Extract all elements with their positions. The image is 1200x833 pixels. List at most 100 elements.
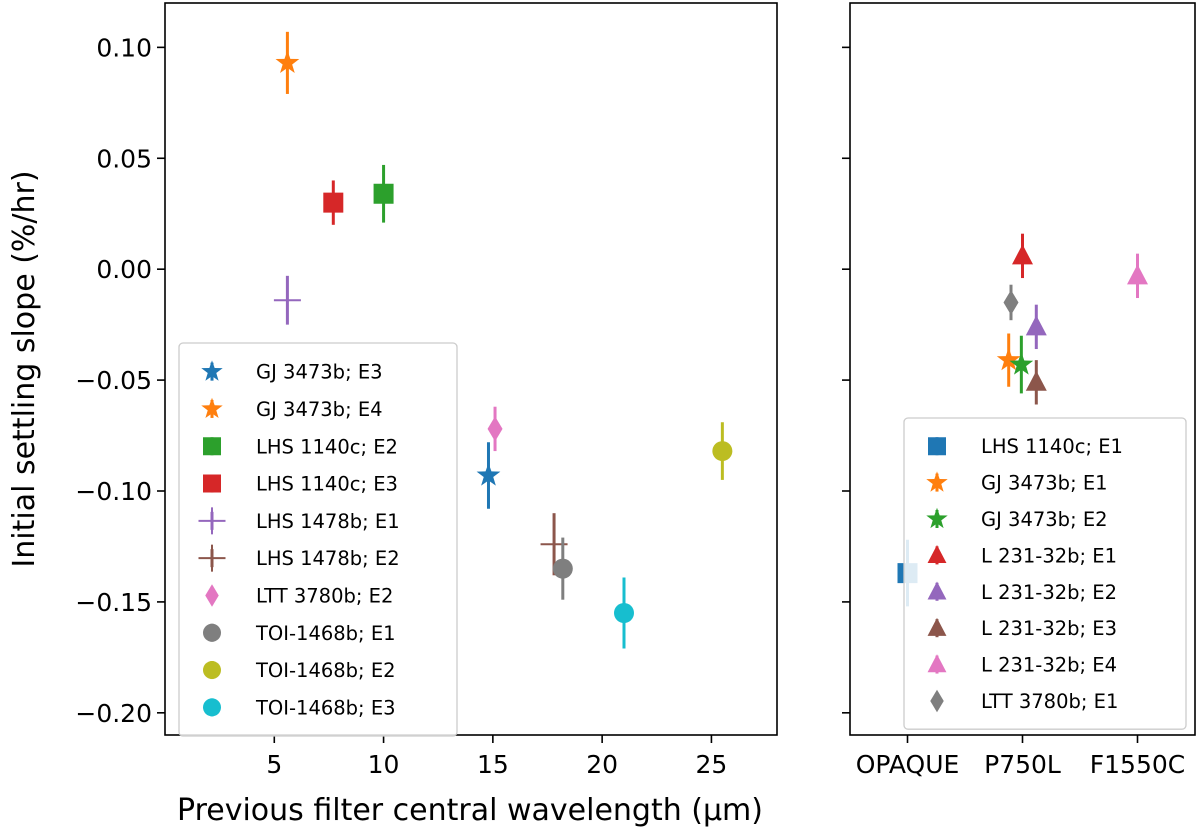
point-lhs-1478b-e1 bbox=[273, 275, 301, 325]
legend-marker-plus bbox=[198, 544, 226, 572]
point-lhs-1140c-e3 bbox=[323, 180, 344, 225]
marker-diamond bbox=[1003, 289, 1019, 315]
marker-square bbox=[323, 192, 344, 213]
x-tick-label: 5 bbox=[266, 750, 282, 779]
x-tick-label: 25 bbox=[696, 750, 728, 779]
legend-label: LHS 1140c; E1 bbox=[981, 435, 1123, 458]
legend-marker-star bbox=[926, 471, 948, 492]
marker-star bbox=[1009, 352, 1034, 375]
legend-label: LHS 1478b; E1 bbox=[256, 510, 400, 533]
legend-item-toi-1468b-e3: TOI-1468b; E3 bbox=[203, 696, 396, 719]
point-gj-3473b-e3 bbox=[476, 442, 501, 509]
marker-triangle bbox=[1025, 370, 1047, 391]
legend-item-toi-1468b-e2: TOI-1468b; E2 bbox=[203, 659, 396, 682]
marker-triangle bbox=[1127, 264, 1148, 285]
legend-item-gj-3473b-e2: GJ 3473b; E2 bbox=[926, 507, 1108, 531]
point-toi-1468b-e3 bbox=[614, 577, 634, 649]
marker-star bbox=[476, 462, 501, 486]
x-category-label-opaque: OPAQUE bbox=[856, 750, 960, 779]
legend-marker-star bbox=[201, 397, 223, 419]
marker-triangle bbox=[1025, 315, 1047, 336]
legend-item-l-231-32b-e4: L 231-32b; E4 bbox=[927, 654, 1117, 677]
x-tick-label: 10 bbox=[368, 750, 400, 779]
legend-item-gj-3473b-e3: GJ 3473b; E3 bbox=[201, 360, 383, 384]
y-tick-label: 0.00 bbox=[96, 255, 152, 284]
x-tick-label: 15 bbox=[477, 750, 509, 779]
marker-circle bbox=[552, 558, 573, 579]
point-l-231-32b-e4 bbox=[1127, 253, 1148, 299]
point-gj-3473b-e4 bbox=[275, 31, 300, 94]
x-category-label-p750l: P750L bbox=[984, 750, 1061, 779]
legend-marker-square bbox=[203, 437, 221, 456]
y-tick-label: 0.05 bbox=[96, 144, 152, 173]
legend-item-l-231-32b-e2: L 231-32b; E2 bbox=[927, 581, 1117, 604]
legend-marker-star bbox=[201, 360, 223, 381]
point-ltt-3780b-e2 bbox=[487, 406, 503, 452]
point-toi-1468b-e2 bbox=[712, 422, 733, 480]
legend-label: GJ 3473b; E3 bbox=[256, 361, 383, 384]
legend-label: TOI-1468b; E2 bbox=[255, 659, 396, 682]
legend-item-l-231-32b-e1: L 231-32b; E1 bbox=[927, 544, 1117, 567]
left-legend: GJ 3473b; E3 GJ 3473b; E4 LHS 1140c; E2 LHS… bbox=[178, 342, 458, 737]
legend-item-ltt-3780b-e1: LTT 3780b; E1 bbox=[930, 689, 1118, 713]
left-axes: 0.10 0.05 0.00 −0.05 −0.10 −0.15 −0.20 5 10 15 20 2… bbox=[75, 33, 727, 779]
legend-marker-circle bbox=[203, 623, 221, 642]
left-plot-frame bbox=[164, 2, 778, 736]
legend-label: L 231-32b; E3 bbox=[981, 617, 1117, 640]
y-tick-label: −0.20 bbox=[75, 699, 152, 728]
legend-frame bbox=[903, 417, 1187, 730]
legend-label: GJ 3473b; E4 bbox=[256, 398, 383, 421]
marker-diamond bbox=[487, 416, 503, 442]
legend-label: LTT 3780b; E2 bbox=[256, 584, 393, 607]
legend-marker-diamond bbox=[205, 584, 219, 607]
legend-marker-square bbox=[928, 437, 946, 456]
marker-star bbox=[996, 347, 1021, 371]
right-panel: OPAQUE P750L F1550C LHS 1140c; E1 GJ 3473b;… bbox=[842, 2, 1196, 779]
point-l-231-32b-e2 bbox=[1025, 304, 1047, 350]
legend-marker-triangle bbox=[927, 654, 947, 673]
point-l-231-32b-e3 bbox=[1025, 360, 1047, 405]
legend-item-lhs-1478b-e2: LHS 1478b; E2 bbox=[198, 544, 400, 572]
legend-label: LHS 1478b; E2 bbox=[256, 547, 400, 570]
legend-item-gj-3473b-e4: GJ 3473b; E4 bbox=[201, 397, 383, 421]
point-lhs-1140c-e2 bbox=[373, 164, 394, 223]
left-panel: 0.10 0.05 0.00 −0.05 −0.10 −0.15 −0.20 5 10 15 20 2… bbox=[75, 2, 778, 779]
legend-label: TOI-1468b; E3 bbox=[255, 696, 396, 719]
legend-label: GJ 3473b; E1 bbox=[981, 472, 1108, 495]
legend-label: LHS 1140c; E2 bbox=[256, 435, 398, 458]
marker-star bbox=[275, 50, 300, 74]
x-axis-label: Previous filter central wavelength (μm) bbox=[177, 793, 763, 828]
legend-item-lhs-1478b-e1: LHS 1478b; E1 bbox=[198, 507, 400, 535]
legend-label: LTT 3780b; E1 bbox=[981, 690, 1118, 713]
right-axes: OPAQUE P750L F1550C bbox=[842, 46, 1185, 779]
legend-frame bbox=[178, 342, 458, 737]
marker-circle bbox=[614, 603, 634, 623]
legend-marker-circle bbox=[203, 661, 221, 680]
legend-label: L 231-32b; E4 bbox=[981, 654, 1117, 677]
y-tick-label: −0.15 bbox=[75, 588, 152, 617]
legend-item-ltt-3780b-e2: LTT 3780b; E2 bbox=[205, 584, 393, 607]
point-l-231-32b-e1 bbox=[1012, 233, 1033, 279]
legend-item-lhs-1140c-e1: LHS 1140c; E1 bbox=[928, 435, 1123, 458]
y-tick-label: −0.05 bbox=[75, 366, 152, 395]
point-ltt-3780b-e1 bbox=[1003, 284, 1019, 321]
legend-item-toi-1468b-e1: TOI-1468b; E1 bbox=[203, 622, 396, 645]
y-axis-label: Initial settling slope (%/hr) bbox=[7, 170, 42, 567]
legend-marker-plus bbox=[198, 507, 226, 535]
legend-label: L 231-32b; E2 bbox=[981, 581, 1117, 604]
legend-marker-triangle bbox=[927, 545, 947, 564]
point-gj-3473b-e1 bbox=[996, 333, 1021, 387]
legend-marker-triangle bbox=[927, 617, 947, 636]
legend-marker-triangle bbox=[927, 581, 947, 600]
marker-circle bbox=[712, 441, 733, 462]
legend-label: LHS 1140c; E3 bbox=[256, 473, 398, 496]
legend-label: L 231-32b; E1 bbox=[981, 544, 1117, 567]
legend-item-l-231-32b-e3: L 231-32b; E3 bbox=[927, 617, 1117, 640]
point-gj-3473b-e2 bbox=[1009, 335, 1034, 394]
legend-item-gj-3473b-e1: GJ 3473b; E1 bbox=[926, 471, 1108, 495]
y-tick-label: 0.10 bbox=[96, 33, 152, 62]
legend-marker-circle bbox=[203, 698, 221, 717]
legend-marker-star bbox=[926, 507, 948, 529]
y-tick-label: −0.10 bbox=[75, 477, 152, 506]
